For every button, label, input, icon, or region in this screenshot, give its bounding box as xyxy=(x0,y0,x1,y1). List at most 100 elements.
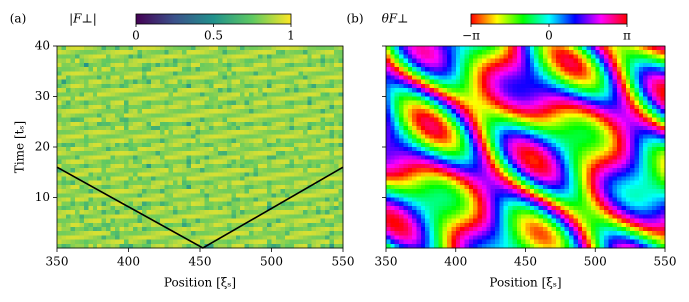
heatmap-cell xyxy=(124,193,129,198)
heatmap-cell xyxy=(307,143,312,148)
heatmap-cell xyxy=(222,59,227,64)
heatmap-cell xyxy=(173,160,178,165)
heatmap-cell xyxy=(403,130,408,135)
heatmap-cell xyxy=(517,46,522,51)
heatmap-cell xyxy=(613,88,618,93)
heatmap-cell xyxy=(97,219,102,224)
heatmap-cell xyxy=(330,143,335,148)
heatmap-cell xyxy=(267,63,272,68)
heatmap-cell xyxy=(200,63,205,68)
heatmap-cell xyxy=(613,75,618,80)
heatmap-cell xyxy=(129,118,134,123)
heatmap-cell xyxy=(621,88,626,93)
heatmap-cell xyxy=(451,164,456,169)
heatmap-cell xyxy=(386,75,391,80)
heatmap-cell xyxy=(656,113,661,118)
heatmap-cell xyxy=(200,139,205,144)
heatmap-cell xyxy=(142,227,147,232)
heatmap-cell xyxy=(276,122,281,127)
heatmap-cell xyxy=(600,164,605,169)
heatmap-cell xyxy=(543,122,548,127)
heatmap-cell xyxy=(499,134,504,139)
heatmap-cell xyxy=(129,219,134,224)
heatmap-cell xyxy=(88,223,93,228)
heatmap-cell xyxy=(587,130,592,135)
heatmap-cell xyxy=(102,80,107,85)
heatmap-cell xyxy=(600,109,605,114)
heatmap-cell xyxy=(482,75,487,80)
heatmap-cell xyxy=(556,122,561,127)
heatmap-cell xyxy=(93,172,98,177)
heatmap-cell xyxy=(321,185,326,190)
heatmap-cell xyxy=(630,67,635,72)
heatmap-cell xyxy=(182,155,187,160)
heatmap-cell xyxy=(142,101,147,106)
heatmap-cell xyxy=(187,122,192,127)
heatmap-cell xyxy=(218,147,223,152)
heatmap-cell xyxy=(196,126,201,131)
heatmap-cell xyxy=(137,235,142,240)
heatmap-cell xyxy=(61,80,66,85)
heatmap-cell xyxy=(451,139,456,144)
heatmap-cell xyxy=(491,143,496,148)
heatmap-cell xyxy=(213,101,218,106)
heatmap-cell xyxy=(204,227,209,232)
heatmap-cell xyxy=(403,63,408,68)
heatmap-cell xyxy=(142,67,147,72)
heatmap-cell xyxy=(486,59,491,64)
heatmap-cell xyxy=(160,168,165,173)
heatmap-cell xyxy=(196,134,201,139)
heatmap-cell xyxy=(547,92,552,97)
heatmap-cell xyxy=(473,59,478,64)
heatmap-cell xyxy=(178,105,183,110)
heatmap-cell xyxy=(403,126,408,131)
heatmap-cell xyxy=(569,50,574,55)
heatmap-cell xyxy=(102,185,107,190)
heatmap-cell xyxy=(227,113,232,118)
heatmap-cell xyxy=(565,46,570,51)
heatmap-cell xyxy=(569,160,574,165)
heatmap-cell xyxy=(146,105,151,110)
heatmap-cell xyxy=(88,130,93,135)
heatmap-cell xyxy=(630,143,635,148)
heatmap-cell xyxy=(330,134,335,139)
heatmap-cell xyxy=(390,109,395,114)
heatmap-cell xyxy=(569,139,574,144)
heatmap-cell xyxy=(321,202,326,207)
heatmap-cell xyxy=(258,151,263,156)
heatmap-cell xyxy=(451,54,456,59)
heatmap-cell xyxy=(321,240,326,245)
heatmap-cell xyxy=(120,185,125,190)
heatmap-cell xyxy=(178,240,183,245)
heatmap-cell xyxy=(643,97,648,102)
heatmap-cell xyxy=(231,46,236,51)
heatmap-cell xyxy=(142,181,147,186)
heatmap-cell xyxy=(512,143,517,148)
heatmap-cell xyxy=(111,118,116,123)
heatmap-cell xyxy=(285,164,290,169)
heatmap-cell xyxy=(325,97,330,102)
heatmap-cell xyxy=(303,202,308,207)
heatmap-cell xyxy=(639,84,644,89)
heatmap-cell xyxy=(473,139,478,144)
heatmap-cell xyxy=(504,67,509,72)
heatmap-cell xyxy=(307,227,312,232)
heatmap-cell xyxy=(236,101,241,106)
heatmap-cell xyxy=(213,181,218,186)
heatmap-cell xyxy=(648,109,653,114)
heatmap-cell xyxy=(182,214,187,219)
heatmap-cell xyxy=(258,67,263,72)
heatmap-cell xyxy=(245,46,250,51)
heatmap-cell xyxy=(491,105,496,110)
heatmap-cell xyxy=(417,97,422,102)
heatmap-cell xyxy=(204,88,209,93)
heatmap-cell xyxy=(285,122,290,127)
heatmap-cell xyxy=(652,130,657,135)
heatmap-cell xyxy=(526,92,531,97)
heatmap-cell xyxy=(604,151,609,156)
heatmap-cell xyxy=(111,185,116,190)
heatmap-cell xyxy=(258,126,263,131)
heatmap-cell xyxy=(137,75,142,80)
heatmap-cell xyxy=(316,71,321,76)
heatmap-cell xyxy=(151,206,156,211)
